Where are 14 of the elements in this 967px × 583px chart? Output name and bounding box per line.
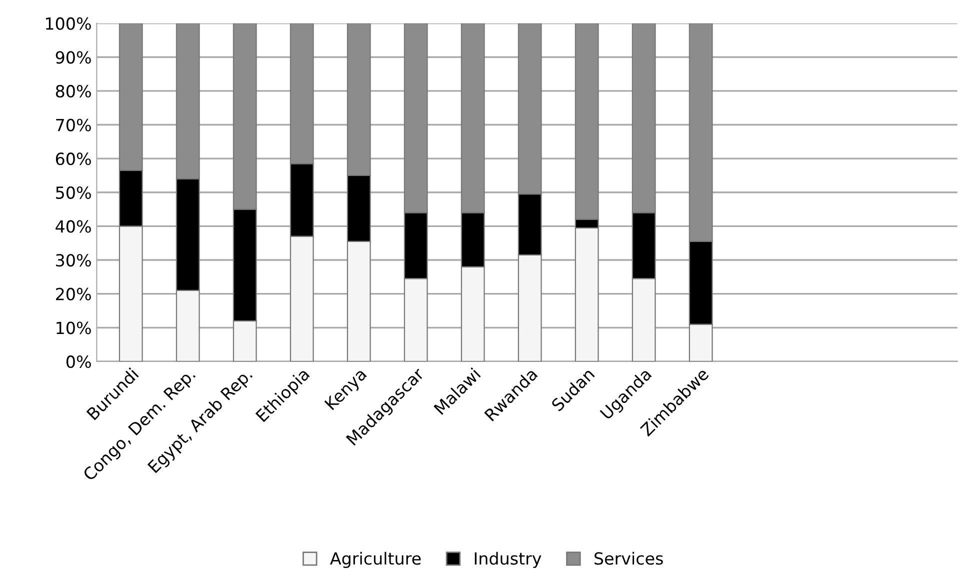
y-tick-label: 70% bbox=[56, 118, 91, 132]
legend-label: Agriculture bbox=[330, 552, 421, 568]
y-tick-label: 90% bbox=[56, 51, 91, 64]
y-tick-label: 10% bbox=[56, 322, 91, 334]
y-tick-label: 100% bbox=[46, 17, 91, 30]
legend-label: Industry bbox=[474, 552, 542, 568]
legend-label: Services bbox=[594, 552, 663, 565]
y-tick-label: 0% bbox=[66, 355, 91, 368]
y-tick-label: 60% bbox=[56, 152, 91, 166]
y-tick-label: 30% bbox=[56, 254, 91, 267]
y-tick-label: 20% bbox=[56, 288, 91, 300]
y-tick-label: 50% bbox=[56, 186, 91, 199]
y-tick-label: 80% bbox=[56, 84, 91, 98]
y-tick-label: 40% bbox=[56, 220, 91, 233]
